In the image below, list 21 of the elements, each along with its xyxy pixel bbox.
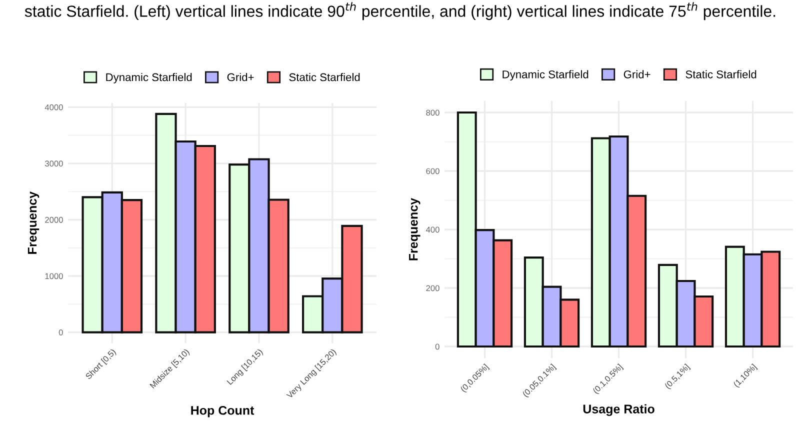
y-axis-title: Frequency: [409, 198, 420, 260]
y-tick-label: 1000: [45, 273, 63, 280]
legend-label: Static Starfield: [686, 70, 756, 78]
y-tick-label: 800: [426, 110, 440, 116]
x-axis-title: Usage Ratio: [583, 404, 654, 416]
y-axis-title: Frequency: [28, 192, 40, 254]
y-tick-label: 2000: [45, 216, 63, 223]
legend-label: Dynamic Starfield: [502, 70, 588, 81]
y-tick-label: 4000: [44, 104, 63, 110]
y-tick-label: 3000: [45, 160, 63, 167]
y-tick-label: 0: [58, 329, 63, 336]
legend-label: Grid+: [624, 70, 650, 78]
text: static Starfield. (Left) vertical lines indicate 90$^{th}$ percentile, and (right) vertical lines indicate 75$^{th}$ percentile.: [24, 2, 776, 20]
legend-label: Static Starfield: [289, 72, 360, 82]
y-tick-label: 0: [435, 344, 440, 350]
legend-label: Dynamic Starfield: [106, 72, 192, 84]
y-tick-label: 600: [426, 168, 440, 174]
x-axis-title: Hop Count: [191, 406, 254, 418]
legend-label: Grid+: [227, 72, 254, 82]
y-tick-label: 400: [426, 226, 440, 233]
y-tick-label: 200: [426, 285, 440, 292]
